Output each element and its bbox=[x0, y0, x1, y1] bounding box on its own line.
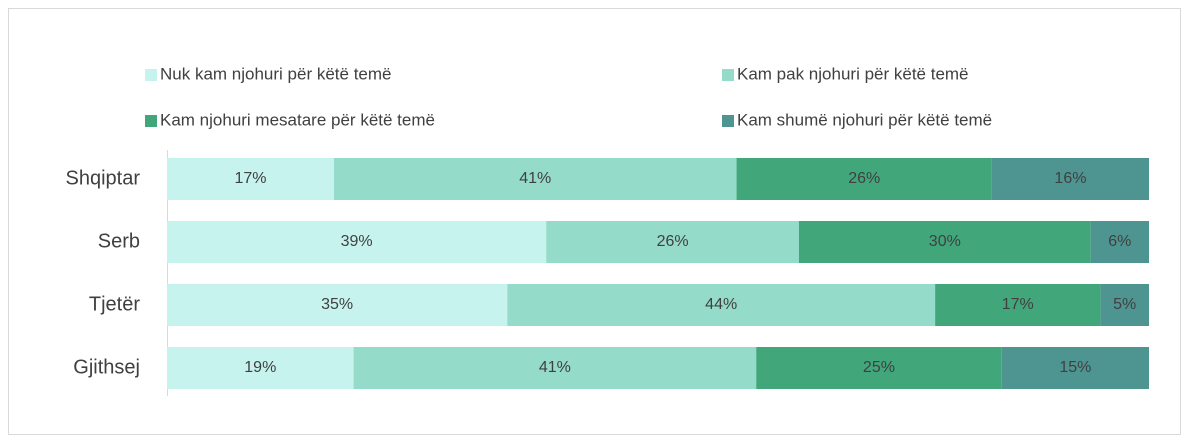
bar-segment bbox=[935, 284, 1101, 326]
legend-label: Kam njohuri mesatare për këtë temë bbox=[160, 110, 435, 129]
data-label: 26% bbox=[657, 233, 689, 250]
bar-segment bbox=[798, 221, 1091, 263]
data-label: 41% bbox=[519, 170, 551, 187]
bar-segment bbox=[333, 158, 737, 200]
bar-segment bbox=[1001, 347, 1149, 389]
legend-swatch bbox=[722, 69, 734, 81]
data-label: 17% bbox=[1002, 296, 1034, 313]
legend-label: Nuk kam njohuri për këtë temë bbox=[160, 64, 392, 83]
bar-segment bbox=[507, 284, 936, 326]
category-label: Serb bbox=[98, 230, 140, 252]
category-label: Gjithsej bbox=[73, 356, 140, 378]
bar-segment bbox=[991, 158, 1149, 200]
bar-segment bbox=[1100, 284, 1149, 326]
bar-segment bbox=[167, 284, 508, 326]
bar-segment bbox=[167, 221, 547, 263]
data-label: 5% bbox=[1113, 296, 1136, 313]
data-label: 17% bbox=[234, 170, 266, 187]
legend-label: Kam pak njohuri për këtë temë bbox=[737, 64, 969, 83]
bar-segment bbox=[736, 158, 992, 200]
data-label: 16% bbox=[1054, 170, 1086, 187]
bar-segment bbox=[167, 158, 334, 200]
bar-segment bbox=[1090, 221, 1149, 263]
bar-segment bbox=[546, 221, 799, 263]
bar-segment bbox=[167, 347, 354, 389]
legend-label: Kam shumë njohuri për këtë temë bbox=[737, 110, 992, 129]
category-label: Tjetër bbox=[89, 293, 140, 315]
data-label: 35% bbox=[321, 296, 353, 313]
data-label: 30% bbox=[929, 233, 961, 250]
data-label: 44% bbox=[705, 296, 737, 313]
data-label: 26% bbox=[848, 170, 880, 187]
data-label: 6% bbox=[1108, 233, 1131, 250]
legend-swatch bbox=[145, 69, 157, 81]
bar-segment bbox=[353, 347, 757, 389]
data-label: 41% bbox=[539, 359, 571, 376]
data-label: 19% bbox=[244, 359, 276, 376]
legend-swatch bbox=[145, 115, 157, 127]
bar-segment bbox=[756, 347, 1002, 389]
category-label: Shqiptar bbox=[66, 167, 141, 189]
data-label: 39% bbox=[341, 233, 373, 250]
data-label: 25% bbox=[863, 359, 895, 376]
data-label: 15% bbox=[1059, 359, 1091, 376]
legend-swatch bbox=[722, 115, 734, 127]
